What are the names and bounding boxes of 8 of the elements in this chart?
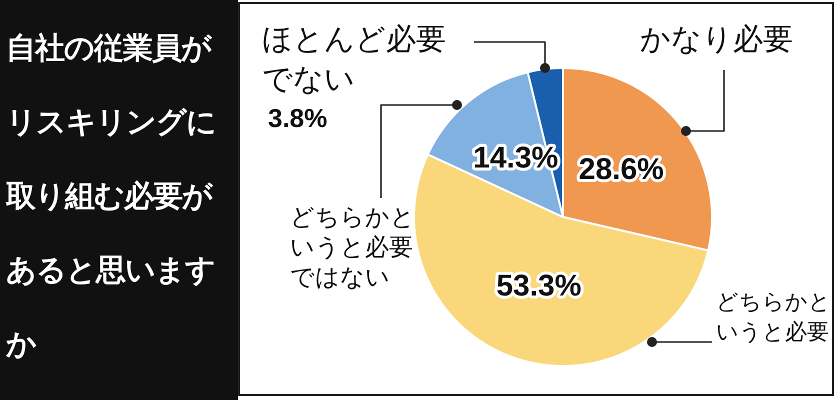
slice-label: ほとんど必要でない bbox=[262, 21, 447, 99]
data-label: 28.6% bbox=[578, 152, 664, 186]
data-label: 53.3% bbox=[496, 270, 582, 303]
data-label: 3.8% bbox=[268, 103, 328, 134]
chart-title: 自社の従業員がリスキリングに取り組む必要があると思いますか bbox=[6, 31, 216, 362]
slice-label: どちらかというと必要ではない bbox=[290, 202, 416, 292]
slice-label: かなり必要 bbox=[640, 21, 794, 59]
slice-label: どちらかというと必要 bbox=[716, 289, 832, 347]
